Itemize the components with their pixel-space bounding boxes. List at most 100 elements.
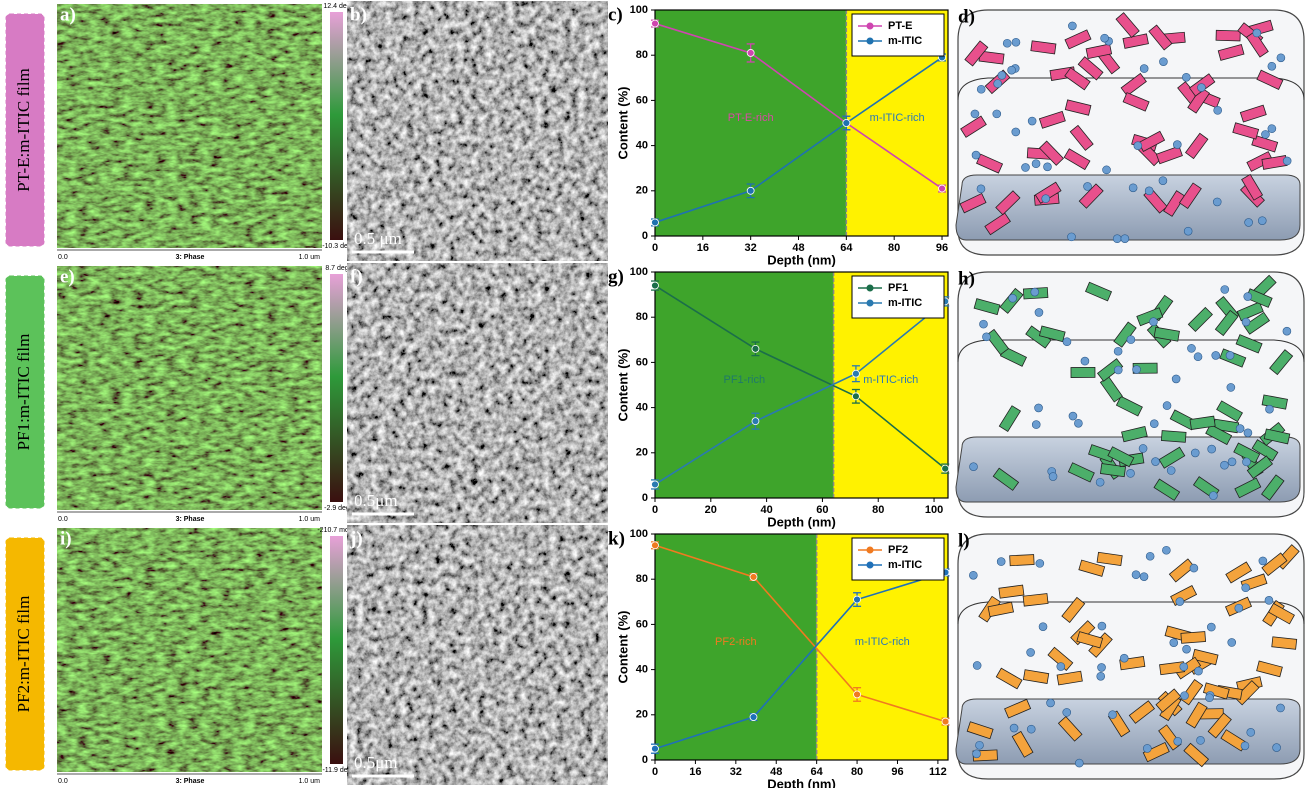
- sphere: [1027, 725, 1035, 733]
- point: [652, 219, 659, 226]
- sphere: [1235, 604, 1243, 612]
- point: [942, 718, 949, 725]
- sphere: [1268, 62, 1276, 70]
- sphere: [1242, 458, 1250, 466]
- sphere: [1139, 444, 1147, 452]
- y-tick-label: 0: [642, 754, 648, 766]
- x-axis-label: Depth (nm): [767, 252, 836, 267]
- region-label: PT-E-rich: [728, 112, 774, 124]
- sphere: [1190, 564, 1198, 572]
- x-tick-label: 96: [936, 242, 948, 254]
- sphere: [977, 185, 985, 193]
- sphere: [1173, 141, 1181, 149]
- sphere: [1028, 117, 1036, 125]
- sphere: [1145, 187, 1153, 195]
- sphere: [1134, 142, 1142, 150]
- point: [852, 393, 859, 400]
- sphere: [1194, 667, 1202, 675]
- sphere: [1205, 694, 1213, 702]
- point: [747, 187, 754, 194]
- legend-marker: [867, 38, 874, 45]
- sphere: [1159, 177, 1167, 185]
- sphere: [1133, 366, 1141, 374]
- sphere: [1109, 711, 1117, 719]
- sphere: [1081, 357, 1089, 365]
- molecule: [1010, 555, 1034, 566]
- sphere: [977, 85, 985, 93]
- afm-x-start: 0.0: [58, 516, 68, 523]
- y-tick-label: 0: [642, 230, 648, 242]
- sphere: [1146, 552, 1154, 560]
- sphere: [997, 558, 1005, 566]
- afm-x-end: 1.0 um: [299, 516, 321, 523]
- x-tick-label: 20: [705, 504, 717, 516]
- sphere: [1182, 73, 1190, 81]
- sphere: [1259, 557, 1267, 565]
- y-tick-label: 60: [636, 618, 648, 630]
- region-label: m-ITIC-rich: [870, 112, 925, 124]
- y-tick-label: 80: [636, 311, 648, 323]
- sphere: [972, 151, 980, 159]
- molecule: [1216, 30, 1240, 41]
- sphere: [1273, 744, 1281, 752]
- sphere: [1170, 639, 1178, 647]
- sphere: [1096, 478, 1104, 486]
- sphere: [1244, 293, 1252, 301]
- sphere: [1063, 708, 1071, 716]
- y-tick-label: 80: [636, 49, 648, 61]
- sphere: [1253, 29, 1261, 37]
- sphere: [1236, 425, 1244, 433]
- point: [652, 745, 659, 752]
- sphere: [1103, 166, 1111, 174]
- sphere: [1228, 458, 1236, 466]
- sphere: [1227, 383, 1235, 391]
- sphere: [1069, 412, 1077, 420]
- y-axis-label: Content (%): [615, 87, 630, 160]
- panel-label: l): [958, 530, 970, 551]
- afm-channel: 3: Phase: [176, 254, 205, 261]
- sphere: [1149, 318, 1157, 326]
- legend-marker: [867, 547, 874, 554]
- sphere: [1140, 573, 1148, 581]
- sphere: [1265, 596, 1273, 604]
- sphere: [1032, 421, 1040, 429]
- sphere: [1176, 598, 1184, 606]
- y-tick-label: 20: [636, 709, 648, 721]
- point: [747, 49, 754, 56]
- afm-channel: 3: Phase: [176, 778, 205, 785]
- afm-image: [57, 4, 322, 248]
- sphere: [1244, 429, 1252, 437]
- x-tick-label: 16: [689, 766, 701, 778]
- sphere: [1247, 728, 1255, 736]
- sphere: [1197, 736, 1205, 744]
- sphere: [970, 463, 978, 471]
- sphere: [1277, 54, 1285, 62]
- sphere: [1127, 336, 1135, 344]
- sphere: [1162, 546, 1170, 554]
- sphere: [1183, 645, 1191, 653]
- sphere: [1063, 338, 1071, 346]
- film-label: PF1:m-ITIC film: [14, 334, 33, 451]
- sphere: [975, 741, 983, 749]
- afm-x-start: 0.0: [58, 254, 68, 261]
- afm-channel: 3: Phase: [176, 516, 205, 523]
- sem-image: [347, 263, 608, 523]
- sphere: [1068, 22, 1076, 30]
- sphere: [1214, 106, 1222, 114]
- sphere: [1191, 449, 1199, 457]
- sphere: [998, 71, 1006, 79]
- sphere: [1283, 157, 1291, 165]
- point: [852, 370, 859, 377]
- afm-image: [57, 528, 322, 772]
- figure: PT-E:m-ITIC film0.03: Phase1.0 um12.4 de…: [0, 0, 1311, 788]
- sphere: [1035, 404, 1043, 412]
- point: [854, 691, 861, 698]
- x-tick-label: 0: [652, 242, 658, 254]
- sphere: [1120, 654, 1128, 662]
- sphere: [1027, 648, 1035, 656]
- sphere: [1010, 724, 1018, 732]
- point: [752, 418, 759, 425]
- panel-label: i): [60, 528, 72, 549]
- point: [843, 120, 850, 127]
- point: [942, 465, 949, 472]
